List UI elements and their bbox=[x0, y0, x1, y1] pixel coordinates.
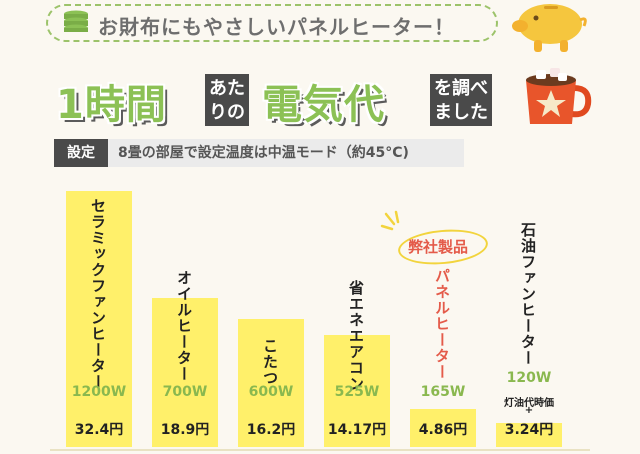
category-label-5: 石油ファンヒーター bbox=[519, 222, 537, 366]
plus-sign: + bbox=[524, 405, 534, 416]
kerosene-note: 灯油代時価 bbox=[504, 398, 554, 409]
piggy-bank-icon bbox=[512, 4, 587, 52]
headline-box1-line1: あた bbox=[209, 78, 245, 99]
setting-text: 8畳の部屋で設定温度は中温モード（約45°C) bbox=[118, 145, 409, 161]
price-label-4: 4.86円 bbox=[418, 422, 468, 438]
headline-box2-line2: ました bbox=[434, 102, 488, 123]
price-label-3: 14.17円 bbox=[327, 422, 387, 438]
watt-label-3: 525W bbox=[334, 384, 380, 400]
headline-box1-line2: りの bbox=[209, 102, 245, 123]
category-label-2: こたつ bbox=[261, 338, 279, 386]
price-label-1: 18.9円 bbox=[160, 422, 210, 438]
category-label-4: パネルヒーター bbox=[433, 268, 451, 380]
cocoa-cup-icon bbox=[526, 68, 592, 124]
headline-box2: を調べ ました bbox=[430, 74, 492, 126]
headline-part1: 1時間 bbox=[56, 82, 167, 128]
category-label-0: セラミックファンヒーター bbox=[89, 198, 107, 390]
watt-label-2: 600W bbox=[248, 384, 294, 400]
price-label-5: 3.24円 bbox=[504, 422, 554, 438]
headline-box1: あた りの bbox=[205, 74, 249, 126]
price-label-0: 32.4円 bbox=[74, 422, 124, 438]
watt-label-0: 1200W bbox=[71, 384, 127, 400]
category-label-1: オイルヒーター bbox=[175, 270, 193, 382]
setting-label: 設定 bbox=[54, 139, 108, 167]
watt-label-5: 120W bbox=[506, 370, 552, 386]
chart-baseline bbox=[50, 449, 590, 451]
headline-box2-line1: を調べ bbox=[434, 78, 488, 99]
bar-3 bbox=[324, 335, 390, 447]
bar-1 bbox=[152, 298, 218, 447]
coins-icon bbox=[64, 10, 88, 32]
banner-frame bbox=[46, 4, 498, 42]
watt-label-4: 165W bbox=[420, 384, 466, 400]
category-label-3: 省エネエアコン bbox=[347, 280, 365, 392]
headline-part2: 電気代 bbox=[262, 82, 385, 128]
price-label-2: 16.2円 bbox=[246, 422, 296, 438]
emphasis-lines-icon bbox=[380, 210, 400, 231]
setting-row bbox=[54, 139, 464, 167]
banner-text: お財布にもやさしいパネルヒーター！ bbox=[98, 15, 455, 39]
watt-label-1: 700W bbox=[162, 384, 208, 400]
bar-4 bbox=[410, 409, 476, 447]
bar-2 bbox=[238, 319, 304, 447]
bar-0 bbox=[66, 191, 132, 447]
highlight-badge: 弊社製品 bbox=[408, 238, 469, 256]
bar-5 bbox=[496, 423, 562, 447]
